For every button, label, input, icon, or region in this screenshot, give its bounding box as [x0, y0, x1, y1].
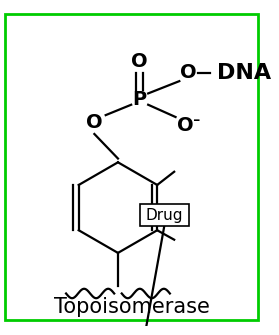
Text: O: O [181, 63, 197, 82]
Text: Drug: Drug [145, 208, 183, 223]
Text: O: O [86, 113, 103, 132]
Text: -: - [194, 110, 201, 130]
Text: Topoisomerase: Topoisomerase [54, 297, 210, 317]
Text: P: P [133, 89, 147, 109]
Text: DNA: DNA [217, 63, 271, 83]
Bar [140, 204, 189, 226]
Text: O: O [177, 116, 193, 135]
Text: O: O [131, 52, 148, 71]
